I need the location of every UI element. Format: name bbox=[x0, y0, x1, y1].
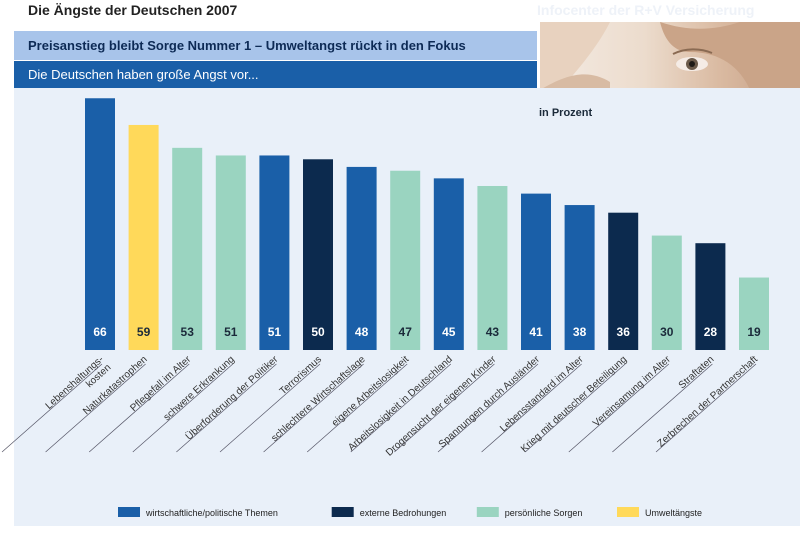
label-leader-line bbox=[219, 363, 321, 453]
headline: Preisanstieg bleibt Sorge Nummer 1 – Umw… bbox=[28, 38, 466, 53]
bar bbox=[259, 155, 290, 350]
bar-value-label: 36 bbox=[617, 325, 631, 339]
bar-value-label: 53 bbox=[181, 325, 195, 339]
bar-value-label: 59 bbox=[137, 325, 151, 339]
bar-value-label: 41 bbox=[529, 325, 543, 339]
page-title: Die Ängste der Deutschen 2007 bbox=[28, 2, 238, 18]
face-illustration bbox=[540, 22, 800, 90]
bar bbox=[390, 170, 421, 350]
y-unit-label: in Prozent bbox=[539, 107, 593, 119]
bar bbox=[172, 147, 203, 350]
label-leader-line bbox=[45, 363, 146, 453]
label-leader-line bbox=[612, 363, 713, 453]
bar bbox=[346, 166, 377, 350]
bar-value-label: 48 bbox=[355, 325, 369, 339]
legend-label: persönliche Sorgen bbox=[505, 508, 583, 518]
bar bbox=[608, 212, 639, 350]
header-photo bbox=[540, 22, 800, 90]
bar bbox=[433, 178, 464, 350]
x-tick-label: Vereinsamung im Alter bbox=[591, 354, 673, 430]
bar-value-label: 47 bbox=[399, 325, 413, 339]
bar bbox=[85, 98, 115, 350]
bar-value-label: 51 bbox=[268, 325, 282, 339]
bar-value-label: 38 bbox=[573, 325, 587, 339]
bar-value-label: 50 bbox=[311, 325, 325, 339]
label-leader-line bbox=[524, 363, 626, 453]
bar-value-label: 30 bbox=[660, 325, 674, 339]
legend-label: Umweltängste bbox=[645, 508, 702, 518]
x-tick-label: Terrorismus bbox=[278, 354, 324, 397]
label-leader-line bbox=[568, 363, 670, 453]
x-tick-label: Lebenshaltungs-kosten bbox=[44, 354, 114, 420]
bar bbox=[695, 243, 726, 350]
bar bbox=[521, 193, 551, 350]
label-leader-line bbox=[306, 363, 408, 453]
bar bbox=[303, 159, 333, 350]
bar-value-label: 28 bbox=[704, 325, 718, 339]
bar bbox=[477, 185, 508, 350]
label-leader-line bbox=[394, 363, 495, 453]
bar-value-label: 43 bbox=[486, 325, 500, 339]
label-leader-line bbox=[263, 363, 364, 453]
brand-label: Infocenter der R+V Versicherung bbox=[537, 2, 755, 18]
label-leader-line bbox=[1, 363, 103, 453]
subheadline-band: Die Deutschen haben große Angst vor... bbox=[14, 61, 537, 88]
legend-swatch bbox=[617, 507, 639, 517]
bar-value-label: 45 bbox=[442, 325, 456, 339]
bar-value-label: 66 bbox=[93, 325, 107, 339]
bar bbox=[739, 277, 769, 350]
label-leader-line bbox=[655, 363, 757, 453]
subheadline: Die Deutschen haben große Angst vor... bbox=[28, 67, 259, 82]
bar-value-label: 51 bbox=[224, 325, 238, 339]
label-leader-line bbox=[88, 363, 190, 453]
x-tick-label: Straftaten bbox=[677, 354, 717, 391]
bar bbox=[128, 124, 159, 350]
legend-label: wirtschaftliche/politische Themen bbox=[145, 508, 278, 518]
bar bbox=[215, 155, 246, 350]
legend-swatch bbox=[118, 507, 140, 517]
headline-band: Preisanstieg bleibt Sorge Nummer 1 – Umw… bbox=[14, 31, 537, 60]
label-leader-line bbox=[437, 363, 539, 453]
bar bbox=[564, 205, 595, 350]
legend-label: externe Bedrohungen bbox=[360, 508, 447, 518]
label-leader-line bbox=[481, 363, 582, 453]
label-leader-line bbox=[132, 363, 234, 453]
x-tick-label: eigene Arbeitslosigkeit bbox=[330, 354, 411, 429]
legend-swatch bbox=[476, 507, 499, 517]
bar-value-label: 19 bbox=[747, 325, 761, 339]
label-leader-line bbox=[176, 363, 277, 453]
x-tick-label: Lebensstandard im Alter bbox=[498, 354, 586, 435]
legend-swatch bbox=[331, 507, 354, 517]
bar bbox=[651, 235, 682, 350]
label-leader-line bbox=[350, 363, 452, 453]
